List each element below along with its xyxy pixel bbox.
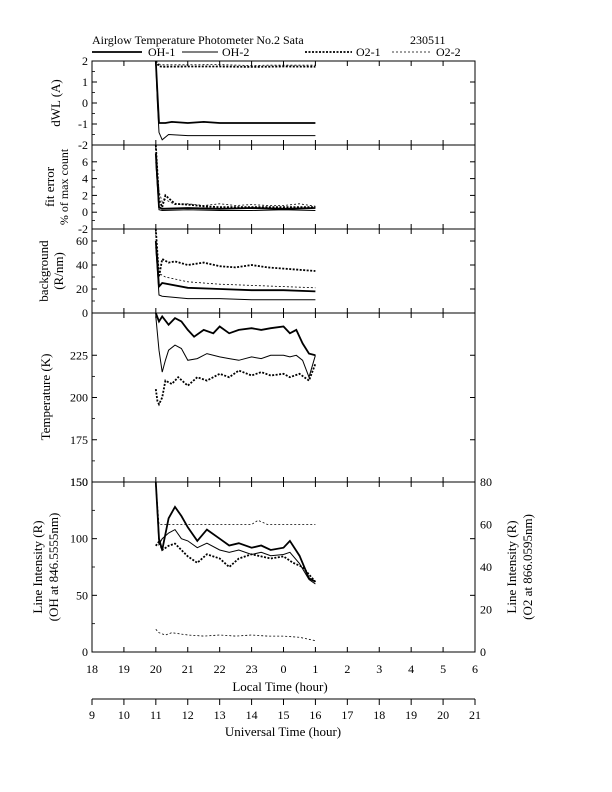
ytick-label-line-intensity-0: 0 (82, 645, 88, 659)
local-tick-label-7: 1 (312, 662, 318, 676)
y2tick-label-line-intensity-4: 80 (480, 475, 492, 489)
y2label-intensity-2: (O2 at 866.0595nm) (520, 514, 535, 620)
y2tick-label-line-intensity-1: 20 (480, 603, 492, 617)
ytick-label-fit-error-3: 4 (82, 172, 88, 186)
ytick-label-background-3: 60 (76, 234, 88, 248)
ut-tick-label-10: 19 (405, 708, 417, 722)
local-tick-label-6: 0 (281, 662, 287, 676)
ylabel-background: background (36, 240, 51, 302)
series-temperature-oh-1 (154, 312, 316, 357)
series-background-o2-2 (155, 234, 316, 289)
legend: OH-1 OH-2 O2-1 O2-2 (92, 45, 461, 59)
series-fit-error-o2-1 (154, 144, 316, 210)
ut-tick-label-0: 9 (89, 708, 95, 722)
ytick-label-dwl-0: -2 (78, 138, 88, 152)
local-tick-label-12: 6 (472, 662, 478, 676)
ytick-label-dwl-2: 0 (82, 96, 88, 110)
ytick-label-line-intensity-2: 100 (70, 532, 88, 546)
ut-tick-label-12: 21 (469, 708, 481, 722)
series-background-o2-1 (154, 228, 316, 278)
ylabel-dwl: dWL (A) (48, 79, 63, 127)
series-line-intensity-o2-1 (155, 539, 317, 583)
ut-tick-label-9: 18 (373, 708, 385, 722)
ut-tick-label-11: 20 (437, 708, 449, 722)
ut-tick-label-7: 16 (309, 708, 321, 722)
ylabel-intensity-2: (OH at 846.5555nm) (46, 513, 61, 622)
ytick-label-temperature-2: 200 (70, 391, 88, 405)
local-tick-label-3: 21 (182, 662, 194, 676)
ut-tick-label-6: 15 (278, 708, 290, 722)
ytick-label-background-2: 40 (76, 258, 88, 272)
chart-date: 230511 (410, 33, 446, 47)
xlabel-universal: Universal Time (hour) (225, 724, 341, 739)
ylabel-fit-error: fit error (42, 166, 57, 207)
series-dwl-oh-2 (155, 60, 316, 141)
series-dwl-oh-1 (154, 60, 316, 124)
series-fit-error-oh-2 (155, 161, 316, 212)
y2tick-label-line-intensity-3: 60 (480, 518, 492, 532)
local-tick-label-8: 2 (344, 662, 350, 676)
ytick-label-dwl-1: -1 (78, 117, 88, 131)
ytick-label-fit-error-4: 6 (82, 155, 88, 169)
series-line-intensity-oh-2 (155, 481, 316, 585)
local-tick-label-0: 18 (86, 662, 98, 676)
ytick-label-temperature-0: 150 (70, 475, 88, 489)
panel-intensity-frame (91, 481, 476, 653)
ytick-label-fit-error-0: -2 (78, 222, 88, 236)
panel-background-frame (91, 228, 476, 314)
chart-title: Airglow Temperature Photometer No.2 Sata (92, 33, 304, 47)
ylabel-fit-error-2: % of max count (57, 148, 71, 225)
series-dwl-o2-2 (155, 60, 316, 67)
ut-tick-label-1: 10 (118, 708, 130, 722)
ut-tick-label-2: 11 (150, 708, 162, 722)
local-tick-label-2: 20 (150, 662, 162, 676)
legend-label-o21: O2-1 (356, 45, 381, 59)
local-tick-label-1: 19 (118, 662, 130, 676)
ytick-label-background-1: 20 (76, 282, 88, 296)
ytick-label-temperature-1: 175 (70, 433, 88, 447)
y2tick-label-line-intensity-2: 40 (480, 560, 492, 574)
ytick-label-dwl-4: 2 (82, 54, 88, 68)
dynamic-layer: -2-1012-20246020406015017520022505010015… (70, 54, 492, 722)
local-tick-label-9: 3 (376, 662, 382, 676)
legend-label-oh1: OH-1 (148, 45, 175, 59)
ytick-label-line-intensity-1: 50 (76, 588, 88, 602)
local-tick-label-5: 23 (246, 662, 258, 676)
series-line-intensity-oh-1 (154, 481, 316, 583)
series-temperature-o2-1 (154, 363, 317, 407)
ylabel-temperature: Temperature (K) (38, 354, 53, 441)
ytick-label-line-intensity-3: 150 (70, 475, 88, 489)
ytick-label-fit-error-1: 0 (82, 205, 88, 219)
series-dwl-o2-1 (155, 60, 316, 68)
legend-label-oh2: OH-2 (222, 45, 249, 59)
y2label-intensity: Line Intensity (R) (504, 520, 519, 613)
series-background-oh-1 (154, 240, 316, 293)
panel-fit-error-frame (91, 144, 476, 230)
ytick-label-dwl-3: 1 (82, 75, 88, 89)
ut-tick-label-8: 17 (341, 708, 353, 722)
ut-tick-label-3: 12 (182, 708, 194, 722)
series-background-oh-2 (155, 246, 316, 301)
ylabel-intensity: Line Intensity (R) (30, 520, 45, 613)
ut-tick-label-4: 13 (214, 708, 226, 722)
ylabel-background-2: (R/nm) (51, 252, 66, 290)
series-fit-error-oh-1 (154, 153, 316, 210)
ytick-label-background-0: 0 (82, 306, 88, 320)
local-tick-label-10: 4 (408, 662, 414, 676)
local-tick-label-11: 5 (440, 662, 446, 676)
panel-temperature-frame (91, 312, 476, 483)
ytick-label-fit-error-2: 2 (82, 188, 88, 202)
ytick-label-temperature-3: 225 (70, 348, 88, 362)
series-temperature-oh-2 (155, 316, 316, 379)
legend-label-o22: O2-2 (436, 45, 461, 59)
series-line-intensity-o2-2-low (155, 629, 316, 642)
panel-dwl-frame (91, 60, 476, 146)
local-tick-label-4: 22 (214, 662, 226, 676)
ut-tick-label-5: 14 (246, 708, 258, 722)
xlabel-local: Local Time (hour) (232, 679, 327, 694)
y2tick-label-line-intensity-0: 0 (480, 645, 486, 659)
series-line-intensity-o2-2 (155, 481, 316, 525)
series-fit-error-o2-2 (155, 144, 316, 207)
